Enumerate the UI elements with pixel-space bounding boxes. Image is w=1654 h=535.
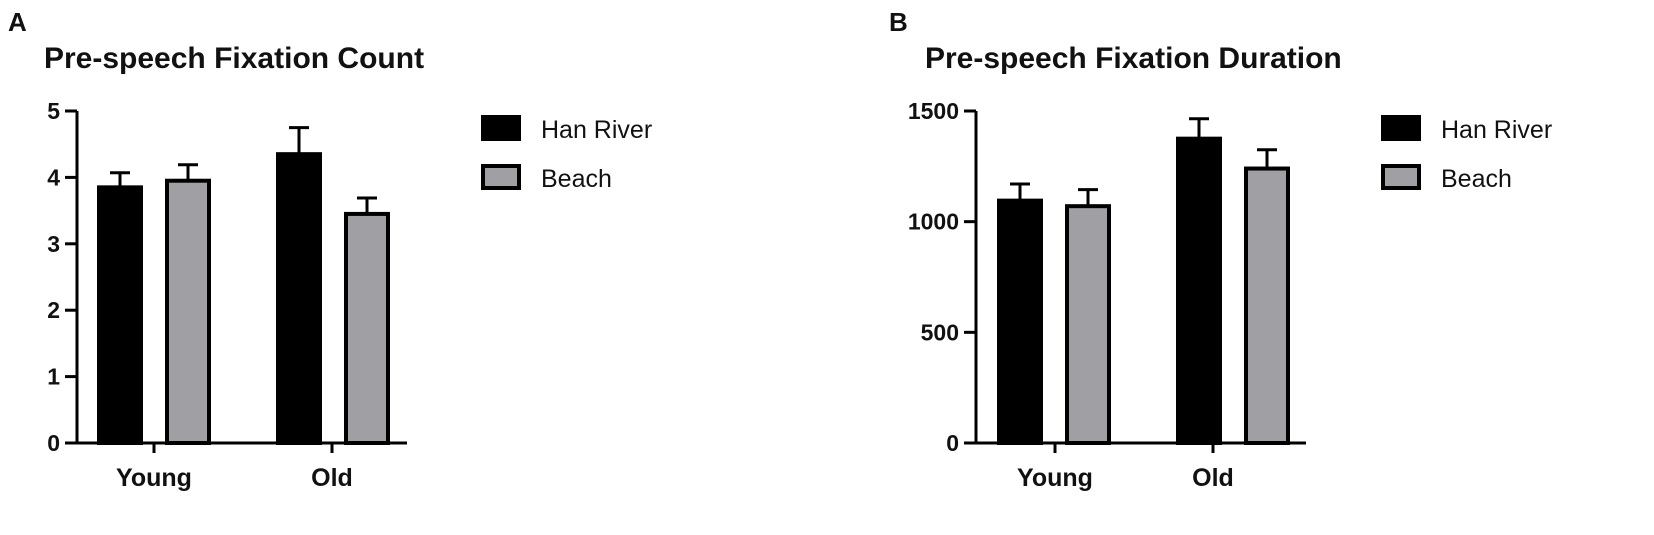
legend-item-beach: Beach: [1381, 164, 1512, 193]
error-bar-beach-old: [1257, 148, 1277, 169]
panel-a: A Pre-speech Fixation Count Young Old 0 1 2 3…: [8, 7, 652, 492]
y-tick-label: 0: [47, 430, 60, 456]
x-tick-label: Young: [116, 464, 192, 492]
plot-area-b: Young Old 0 500 1000 1500: [908, 98, 1306, 492]
y-tick-label: 0: [946, 430, 959, 456]
legend-label: Beach: [541, 165, 612, 193]
error-bar-beach-young: [178, 163, 198, 181]
error-bar-han-river-old: [1189, 117, 1209, 139]
bar-han-river-young: [997, 198, 1043, 445]
error-bar-beach-old: [357, 196, 377, 214]
panel-b: B Pre-speech Fixation Duration Young Old 0…: [889, 7, 1552, 492]
chart-title-a: Pre-speech Fixation Count: [44, 42, 424, 75]
bar-beach-young: [165, 178, 211, 445]
legend-swatch: [481, 115, 521, 141]
legend-swatch: [1381, 164, 1421, 190]
error-bar-han-river-old: [289, 126, 309, 155]
bar-beach-old: [1244, 166, 1290, 445]
bar-han-river-old: [1176, 136, 1222, 446]
error-bar-han-river-young: [110, 171, 130, 188]
y-tick-label: 5: [47, 98, 60, 124]
bar-beach-old: [344, 211, 390, 445]
y-tick-label: 4: [47, 164, 60, 190]
legend-item-han-river: Han River: [481, 115, 652, 144]
bar-beach-young: [1065, 204, 1111, 445]
y-tick-label: 3: [47, 231, 60, 257]
plot-area-a: Young Old 0 1 2 3 4 5: [47, 98, 407, 492]
bar-han-river-young: [97, 185, 143, 445]
legend-item-han-river: Han River: [1381, 115, 1552, 144]
legend-label: Beach: [1441, 165, 1512, 193]
y-tick-label: 500: [921, 319, 959, 345]
legend-a: Han River Beach: [481, 115, 652, 193]
y-tick-label: 1: [47, 364, 60, 390]
panel-letter-b: B: [889, 7, 908, 37]
error-bar-beach-young: [1078, 188, 1098, 207]
legend-item-beach: Beach: [481, 164, 612, 193]
bar-han-river-old: [276, 152, 322, 445]
y-tick-label: 1500: [908, 98, 959, 124]
legend-swatch: [481, 164, 521, 190]
error-bar-han-river-young: [1010, 182, 1030, 201]
y-tick-label: 1000: [908, 209, 959, 235]
panel-letter-a: A: [8, 7, 27, 37]
x-tick-label: Young: [1017, 464, 1093, 492]
x-tick-label: Old: [311, 464, 353, 492]
x-tick-label: Old: [1192, 464, 1234, 492]
chart-title-b: Pre-speech Fixation Duration: [925, 42, 1342, 75]
y-tick-label: 2: [47, 297, 60, 323]
legend-swatch: [1381, 115, 1421, 141]
legend-label: Han River: [541, 116, 652, 144]
legend-label: Han River: [1441, 116, 1552, 144]
legend-b: Han River Beach: [1381, 115, 1552, 193]
